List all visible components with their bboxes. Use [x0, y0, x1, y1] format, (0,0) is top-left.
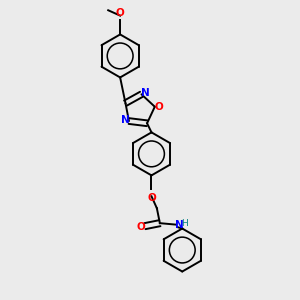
Text: O: O [137, 222, 146, 232]
Text: O: O [154, 102, 163, 112]
Text: N: N [176, 220, 184, 230]
Text: H: H [181, 219, 188, 228]
Text: O: O [147, 193, 156, 203]
Text: N: N [121, 116, 130, 125]
Text: O: O [116, 8, 124, 18]
Text: N: N [141, 88, 149, 98]
